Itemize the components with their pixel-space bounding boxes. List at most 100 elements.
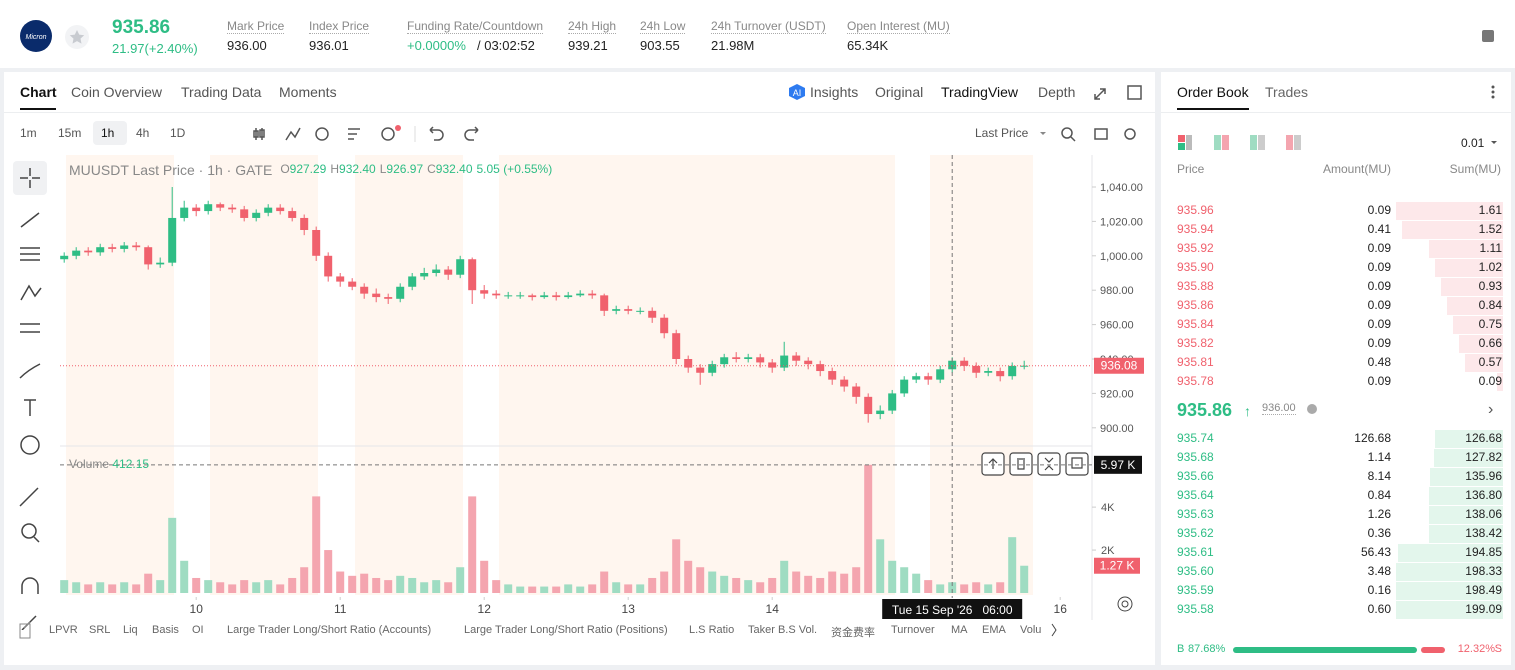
volume-bar <box>360 573 369 593</box>
candle-body <box>636 310 645 312</box>
candle-body <box>120 245 129 249</box>
depth-bar <box>1465 354 1503 372</box>
candle-body <box>312 229 321 256</box>
volume-bar <box>840 573 849 593</box>
indicator[interactable]: SRL <box>89 624 111 636</box>
volume-bar <box>336 571 345 593</box>
volume-bar <box>684 560 693 593</box>
legend-item: H932.40 <box>330 162 375 178</box>
volume-bar <box>660 571 669 593</box>
indicator[interactable]: Liq <box>123 624 138 636</box>
view-tab[interactable]: Insights <box>810 84 859 100</box>
candle-body <box>216 204 225 208</box>
indicator[interactable]: MA <box>951 624 968 636</box>
candle-body <box>768 362 777 368</box>
chart-tab[interactable]: Trading Data <box>181 84 262 100</box>
book-tab[interactable]: Order Book <box>1177 84 1249 100</box>
volume-bar <box>900 567 909 593</box>
interval[interactable]: 4h <box>136 126 150 140</box>
indicator[interactable]: 资金费率 <box>831 627 875 639</box>
book-sum: 0.93 <box>1478 279 1502 293</box>
volume-bar <box>888 560 897 593</box>
settings-icon[interactable] <box>1117 596 1133 612</box>
legend-item: O927.29 <box>280 162 326 178</box>
volume-bar <box>132 584 141 593</box>
interval[interactable]: 1m <box>20 126 37 140</box>
price-type[interactable]: Last Price <box>975 126 1029 140</box>
candle-body <box>108 247 117 249</box>
indicator[interactable]: OI <box>192 624 204 636</box>
book-amount: 0.36 <box>1367 526 1391 540</box>
indicator[interactable]: LPVR <box>49 624 78 636</box>
crosshair-tools[interactable] <box>981 452 1089 476</box>
book-amount: 0.48 <box>1367 355 1391 369</box>
legend-value: 926.97 <box>386 162 424 176</box>
volume-bar <box>768 577 777 593</box>
indicator[interactable]: Turnover <box>891 624 935 636</box>
more-icon[interactable] <box>1488 84 1498 102</box>
volume-bar <box>552 586 561 593</box>
book-tab[interactable]: Trades <box>1265 84 1309 100</box>
candle-body <box>132 245 141 248</box>
volume-bar <box>468 496 477 593</box>
toolbar-icons[interactable] <box>250 124 1150 144</box>
candle-body <box>576 293 585 296</box>
svg-text:AI: AI <box>793 88 802 98</box>
volume-bar <box>384 580 393 593</box>
indicator[interactable]: Taker B.S Vol. <box>748 624 818 636</box>
volume-bar <box>540 586 549 593</box>
legend-item: C932.40 <box>427 162 472 178</box>
last-price-label: 936.08 <box>1101 359 1138 373</box>
indicator[interactable]: Large Trader Long/Short Ratio (Accounts) <box>227 624 432 636</box>
book-sum: 138.06 <box>1465 507 1502 521</box>
indicator[interactable]: Basis <box>152 624 179 636</box>
book-sum: 198.33 <box>1465 564 1502 578</box>
logo-text: Micron <box>25 34 46 41</box>
candle-body <box>156 262 165 265</box>
divider <box>1161 112 1511 113</box>
volume-bar <box>348 575 357 593</box>
menu-icon[interactable] <box>1480 28 1496 44</box>
indicator[interactable]: Large Trader Long/Short Ratio (Positions… <box>464 624 668 636</box>
book-view-icons[interactable] <box>1176 134 1515 152</box>
book-price: 935.58 <box>1177 602 1214 616</box>
stat-value: 936.01 <box>309 38 349 53</box>
interval[interactable]: 1D <box>170 126 186 140</box>
legend-key: L <box>379 162 387 176</box>
drawing-tools[interactable] <box>12 160 50 630</box>
chart-tab[interactable]: Chart <box>20 84 57 100</box>
stat-value: 936.00 <box>227 38 267 53</box>
tick-size[interactable]: 0.01 <box>1461 136 1485 150</box>
interval[interactable]: 1h <box>101 126 115 140</box>
book-amount: 0.09 <box>1367 298 1391 312</box>
depth-bar <box>1447 297 1503 315</box>
stat-label: Index Price <box>309 19 370 34</box>
window-icons[interactable] <box>1092 84 1144 102</box>
interval[interactable]: 15m <box>58 126 82 140</box>
view-tab[interactable]: Depth <box>1038 84 1076 100</box>
scroll-icon[interactable] <box>1051 623 1057 637</box>
view-tab[interactable]: Original <box>875 84 924 100</box>
book-sum: 126.68 <box>1465 431 1502 445</box>
chart-tab[interactable]: Coin Overview <box>71 84 163 100</box>
indicator[interactable]: Volu <box>1020 624 1042 636</box>
candle-body <box>264 207 273 213</box>
indicator[interactable]: L.S Ratio <box>689 624 735 636</box>
volume-bar <box>84 584 93 593</box>
favorite[interactable] <box>64 24 90 50</box>
book-sum: 194.85 <box>1465 545 1502 559</box>
expand-arrow: › <box>1488 401 1494 418</box>
edit-icon[interactable] <box>19 621 31 639</box>
volume-legend: Volume 412.15 <box>69 457 149 471</box>
last-volume-box <box>1094 557 1140 574</box>
chart-tab[interactable]: Moments <box>279 84 337 100</box>
view-tab[interactable]: TradingView <box>941 84 1019 100</box>
candle-body <box>804 360 813 365</box>
candle-body <box>204 204 213 212</box>
x-tick-label: 13 <box>622 602 636 616</box>
divider <box>4 112 1155 113</box>
candle-body <box>696 367 705 373</box>
depth-bar <box>1429 240 1503 258</box>
indicator[interactable]: EMA <box>982 624 1006 636</box>
